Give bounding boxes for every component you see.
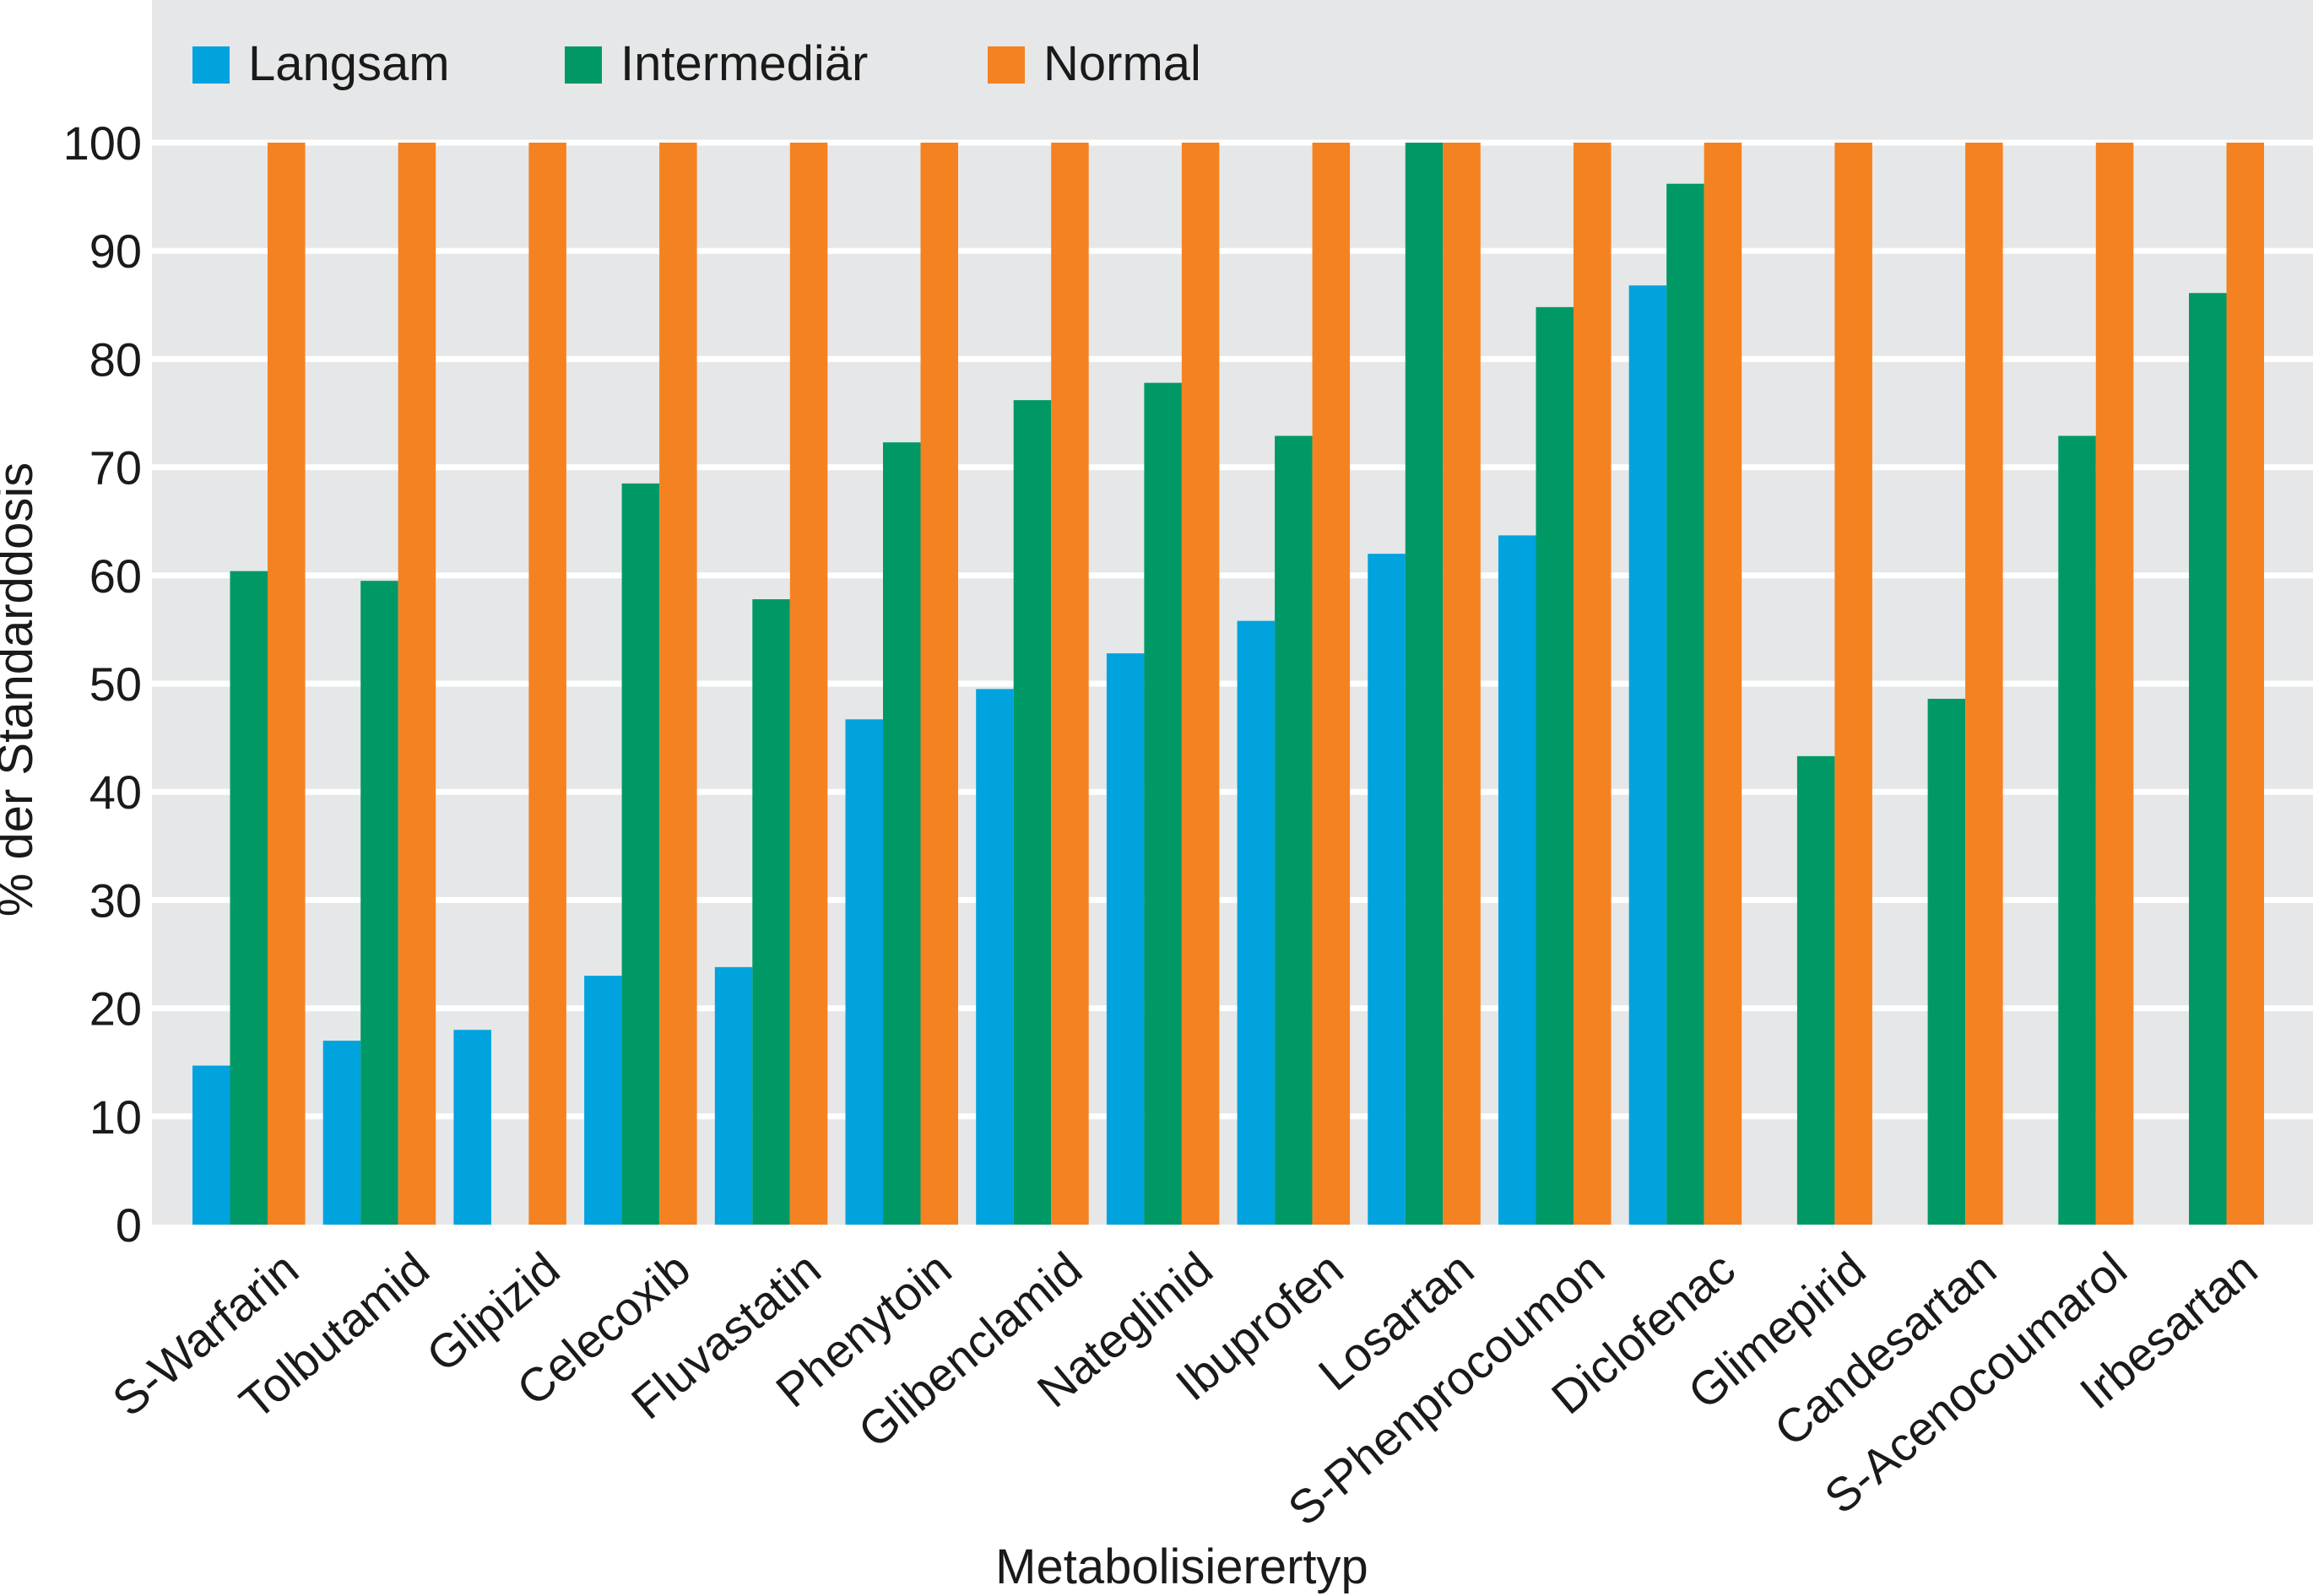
- bar: [322, 1041, 361, 1225]
- y-tick-label: 100: [63, 116, 142, 170]
- bar: [1965, 143, 2003, 1225]
- legend-swatch: [192, 46, 230, 84]
- bar: [714, 966, 753, 1225]
- bar: [1927, 698, 1966, 1225]
- x-axis-labels: S-WarfarinTolbutamidGlipizidCelecoxibFlu…: [102, 1242, 2267, 1535]
- bar: [2095, 143, 2134, 1225]
- bar: [976, 689, 1014, 1225]
- bar: [1106, 653, 1145, 1225]
- legend: Langsam Intermediär Normal: [192, 36, 1201, 91]
- bar: [621, 483, 660, 1225]
- gridlines: [152, 139, 2313, 1120]
- bar: [230, 571, 268, 1225]
- y-tick-label: 0: [116, 1198, 142, 1252]
- y-tick-label: 20: [89, 982, 142, 1036]
- x-tick-label: Glibenclamid: [848, 1242, 1091, 1458]
- bar: [360, 581, 398, 1225]
- bar: [883, 442, 921, 1225]
- y-tick-label: 30: [89, 874, 142, 927]
- bar: [1275, 436, 1313, 1225]
- bar: [2226, 143, 2264, 1225]
- bar: [1666, 183, 1704, 1225]
- bar: [2058, 436, 2096, 1225]
- bar: [1051, 143, 1089, 1225]
- bar: [1834, 143, 1872, 1225]
- bar: [845, 719, 883, 1225]
- legend-swatch: [565, 46, 602, 84]
- bar: [1536, 306, 1574, 1225]
- bar: [659, 143, 697, 1225]
- bar: [1498, 535, 1536, 1225]
- bar: [528, 143, 566, 1225]
- bar: [1628, 285, 1667, 1225]
- bar: [1312, 143, 1351, 1225]
- y-tick-label: 10: [89, 1090, 142, 1144]
- legend-label: Intermediär: [620, 36, 868, 91]
- y-tick-label: 50: [89, 657, 142, 711]
- bar: [584, 976, 622, 1225]
- y-tick-label: 90: [89, 225, 142, 278]
- y-tick-label: 60: [89, 549, 142, 603]
- bar: [398, 143, 436, 1225]
- bar: [1796, 755, 1835, 1225]
- bar: [752, 599, 790, 1225]
- x-axis-title: Metabolisierertyp: [995, 1539, 1368, 1594]
- legend-label: Normal: [1043, 36, 1201, 91]
- bar: [1405, 143, 1444, 1225]
- bars: [192, 143, 2264, 1225]
- bar: [453, 1030, 491, 1225]
- bar: [1237, 620, 1276, 1225]
- y-tick-label: 40: [89, 766, 142, 819]
- y-axis-ticks: 0 10 20 30 40 50 60 70 80 90 100: [63, 116, 142, 1252]
- bar: [268, 143, 306, 1225]
- legend-label: Langsam: [248, 36, 450, 91]
- bar: [1181, 143, 1220, 1225]
- bar: [1704, 143, 1742, 1225]
- bar: [1368, 554, 1406, 1225]
- bar: [1013, 400, 1052, 1225]
- bar: [2189, 293, 2227, 1225]
- bar: [1144, 382, 1182, 1225]
- bar: [1574, 143, 1612, 1225]
- bar: [789, 143, 828, 1225]
- bar: [1443, 143, 1481, 1225]
- y-axis-title: % der Standarddosis: [0, 463, 43, 917]
- legend-swatch: [988, 46, 1025, 84]
- bar: [192, 1065, 230, 1225]
- y-tick-label: 80: [89, 333, 142, 386]
- bar: [920, 143, 958, 1225]
- y-tick-label: 70: [89, 441, 142, 495]
